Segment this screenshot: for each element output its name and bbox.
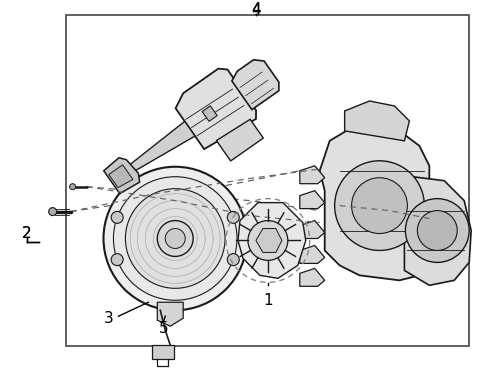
Polygon shape: [300, 166, 324, 184]
Circle shape: [125, 188, 225, 288]
Text: 4: 4: [251, 2, 261, 17]
Polygon shape: [238, 202, 306, 278]
Circle shape: [228, 254, 239, 266]
Text: 2: 2: [22, 226, 32, 241]
Polygon shape: [300, 221, 324, 239]
Circle shape: [165, 228, 185, 248]
Circle shape: [352, 178, 408, 233]
Text: 1: 1: [263, 293, 273, 308]
Polygon shape: [405, 176, 471, 285]
Circle shape: [48, 208, 57, 216]
Polygon shape: [157, 302, 183, 326]
Circle shape: [406, 199, 469, 262]
Polygon shape: [300, 191, 324, 208]
Polygon shape: [109, 165, 133, 188]
Text: 5: 5: [158, 321, 168, 336]
Circle shape: [104, 167, 247, 310]
Circle shape: [418, 211, 457, 250]
Polygon shape: [130, 121, 195, 171]
Circle shape: [157, 221, 193, 256]
Circle shape: [335, 161, 424, 250]
Circle shape: [111, 254, 123, 266]
Polygon shape: [216, 120, 264, 161]
Bar: [66, 15, 469, 346]
Circle shape: [248, 221, 288, 261]
Polygon shape: [300, 268, 324, 286]
Text: 2: 2: [22, 226, 32, 241]
Polygon shape: [202, 106, 217, 121]
Polygon shape: [300, 245, 324, 264]
Text: 3: 3: [104, 311, 113, 326]
Polygon shape: [256, 228, 282, 253]
Circle shape: [113, 177, 237, 300]
Circle shape: [111, 211, 123, 223]
Text: 4: 4: [251, 3, 261, 18]
Polygon shape: [176, 69, 256, 149]
Bar: [152, 345, 174, 359]
Circle shape: [228, 211, 239, 223]
Polygon shape: [320, 126, 439, 280]
Polygon shape: [104, 158, 140, 194]
Polygon shape: [232, 60, 279, 110]
Circle shape: [70, 184, 75, 190]
Polygon shape: [345, 101, 409, 141]
